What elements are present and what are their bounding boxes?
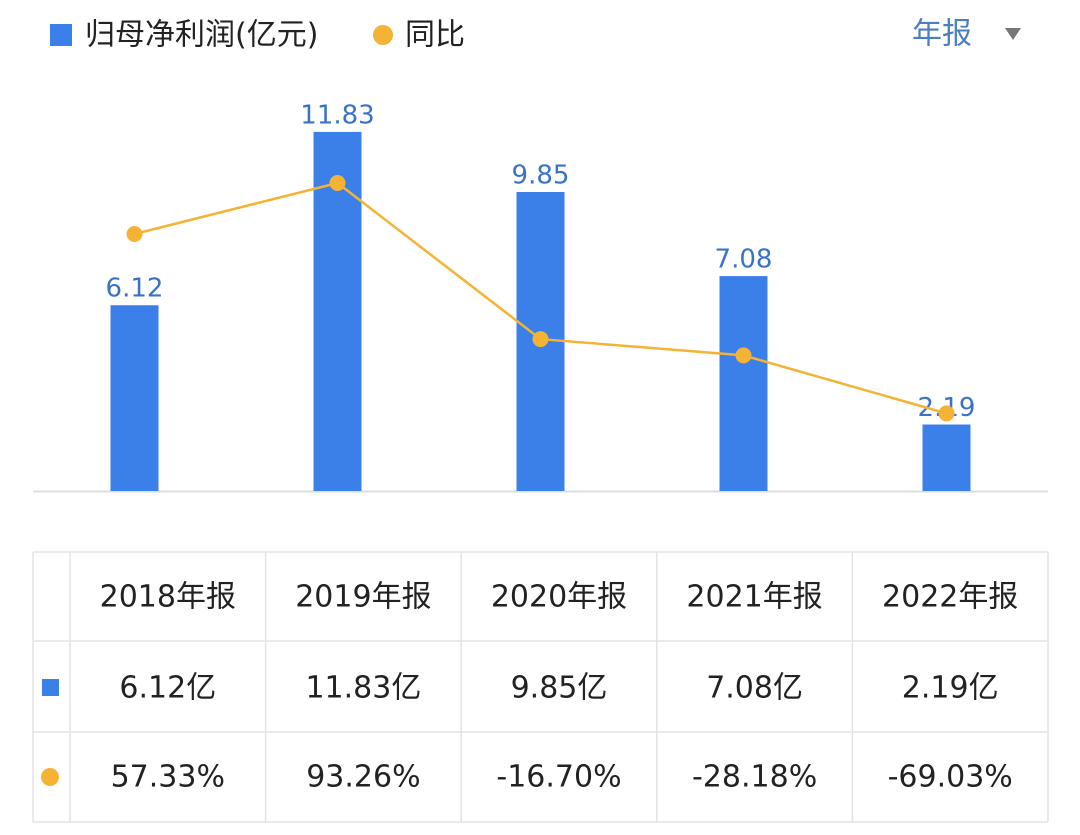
bar-label: 6.12: [106, 274, 164, 304]
bar-label: 9.85: [512, 161, 570, 191]
yoy-cell: -69.03%: [888, 760, 1013, 795]
bar: [922, 424, 971, 491]
yoy-cell: -28.18%: [692, 760, 817, 795]
bar-label: 7.08: [715, 245, 773, 275]
header-cell: 2020年报: [491, 580, 627, 615]
legend-swatch: [373, 25, 393, 45]
header-cell: 2018年报: [100, 580, 236, 615]
line-point: [329, 174, 346, 191]
value-cell: 7.08亿: [706, 671, 803, 706]
data-table: 2018年报 6.12亿 57.33% 2019年报 11.83亿 93.26% 2020年…: [32, 551, 1049, 823]
bar: [719, 276, 768, 491]
header-cell: 2022年报: [882, 580, 1018, 615]
yoy-cell: 57.33%: [111, 760, 225, 795]
bar: [110, 305, 159, 491]
bar: [313, 131, 362, 492]
period-label[interactable]: 年报: [912, 17, 972, 52]
line-point: [126, 225, 143, 242]
yoy-cell: -16.70%: [496, 760, 621, 795]
value-cell: 6.12亿: [119, 671, 216, 706]
legend-swatch: [50, 24, 72, 46]
yoy-cell: 93.26%: [306, 760, 420, 795]
table-legend-swatch: [42, 679, 59, 696]
table-legend-swatch: [41, 768, 59, 786]
line-point: [735, 347, 752, 364]
header-cell: 2019年报: [295, 580, 431, 615]
value-cell: 11.83亿: [305, 671, 421, 706]
value-cell: 9.85亿: [511, 671, 608, 706]
line-point: [532, 331, 549, 348]
header-cell: 2021年报: [686, 580, 822, 615]
legend-label: 同比: [405, 18, 465, 53]
legend-label: 归母净利润(亿元): [85, 18, 318, 53]
period-selector[interactable]: 年报: [912, 17, 1021, 52]
dropdown-arrow[interactable]: [1005, 28, 1021, 40]
value-cell: 2.19亿: [902, 671, 999, 706]
bar-label: 11.83: [300, 100, 374, 130]
line-point: [938, 405, 955, 422]
